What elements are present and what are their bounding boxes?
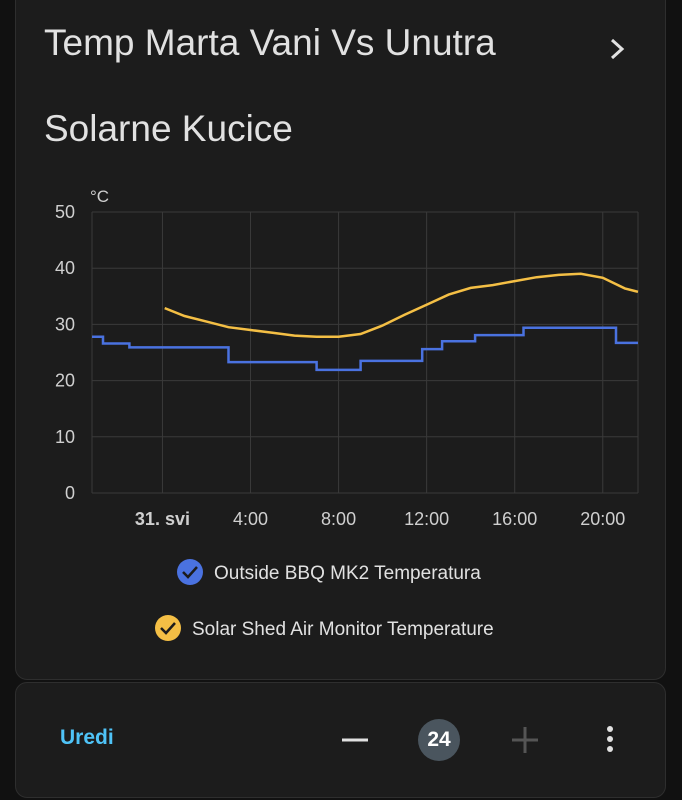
- footer-card: [15, 682, 666, 798]
- legend-icon: [177, 559, 203, 585]
- hours-badge: 24: [418, 719, 460, 761]
- y-tick-label: 30: [55, 314, 75, 334]
- x-tick-label: 8:00: [321, 509, 356, 529]
- card: [15, 0, 666, 680]
- legend-item[interactable]: Solar Shed Air Monitor Temperature: [155, 615, 494, 641]
- legend-item[interactable]: Outside BBQ MK2 Temperatura: [177, 559, 481, 585]
- y-tick-label: 20: [55, 371, 75, 391]
- legend-label: Solar Shed Air Monitor Temperature: [192, 619, 494, 640]
- menu-button[interactable]: [600, 724, 620, 756]
- edit-button[interactable]: Uredi: [60, 726, 114, 749]
- chevron[interactable]: [606, 34, 630, 64]
- x-tick-label: 4:00: [233, 509, 268, 529]
- series-line: [92, 326, 638, 372]
- card-title: Temp Marta Vani Vs Unutra: [44, 22, 496, 63]
- y-unit: °C: [90, 187, 109, 206]
- legend-label: Outside BBQ MK2 Temperatura: [214, 563, 481, 584]
- y-tick-label: 10: [55, 427, 75, 447]
- x-tick-label: 16:00: [492, 509, 537, 529]
- series-line: [164, 272, 639, 339]
- plus-button[interactable]: [510, 726, 540, 756]
- x-tick-label: 31. svi: [135, 509, 190, 529]
- y-tick-label: 0: [65, 483, 75, 503]
- card-subtitle: Solarne Kucice: [44, 108, 293, 149]
- x-tick-label: 20:00: [580, 509, 625, 529]
- minus-button[interactable]: [340, 726, 370, 756]
- x-tick-label: 12:00: [404, 509, 449, 529]
- legend-icon: [155, 615, 181, 641]
- y-tick-label: 50: [55, 202, 75, 222]
- chart: °C 0 10 20 30 40 50 31. svi 4:00 8:00 12:00 16:00 20…: [55, 187, 639, 641]
- legend-check: [160, 622, 176, 635]
- legend-check: [182, 566, 198, 579]
- y-tick-label: 40: [55, 258, 75, 278]
